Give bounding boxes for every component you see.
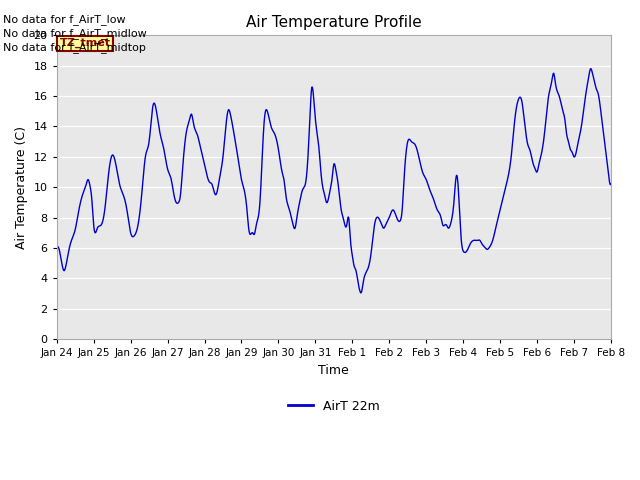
Text: No data for f_AirT_midlow: No data for f_AirT_midlow bbox=[3, 28, 147, 39]
Y-axis label: Air Temperature (C): Air Temperature (C) bbox=[15, 126, 28, 249]
Text: No data for f_AirT_low: No data for f_AirT_low bbox=[3, 13, 126, 24]
Text: TZ_tmet: TZ_tmet bbox=[60, 38, 111, 48]
X-axis label: Time: Time bbox=[319, 363, 349, 376]
Title: Air Temperature Profile: Air Temperature Profile bbox=[246, 15, 422, 30]
Text: No data for f_AirT_midtop: No data for f_AirT_midtop bbox=[3, 42, 146, 53]
Legend: AirT 22m: AirT 22m bbox=[283, 395, 385, 418]
